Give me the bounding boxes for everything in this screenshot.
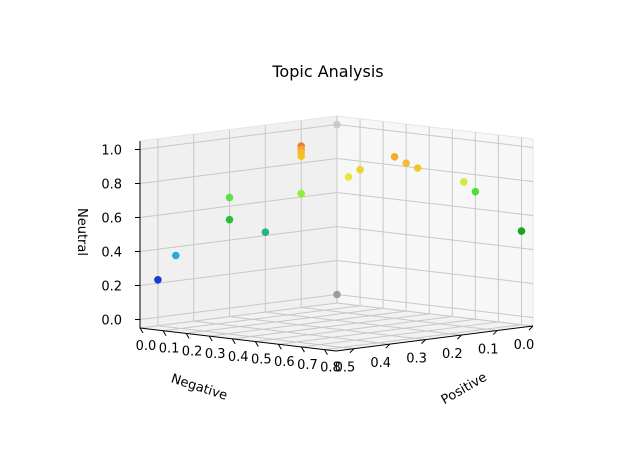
x-axis-line: [139, 327, 337, 352]
grid-line-y-floor: [229, 316, 426, 341]
scatter-point: [413, 164, 422, 172]
y-tick-mark: [492, 330, 498, 335]
y-tick-label: 0.5: [335, 361, 356, 376]
grid-line-z-left: [139, 226, 338, 252]
x-tick-mark: [208, 335, 213, 342]
scatter-point: [356, 165, 364, 174]
y-axis-label: Negative: [169, 372, 229, 404]
scatter-point: [225, 193, 234, 202]
y-tick-label: 0.0: [514, 338, 535, 353]
z-tick-label: 0.6: [101, 212, 122, 227]
scatter-point: [297, 152, 306, 160]
grid-line-y-floor: [265, 311, 462, 336]
scatter-point: [517, 227, 526, 235]
y-tick-label: 0.1: [478, 343, 499, 358]
x-tick-label: 0.4: [228, 350, 249, 365]
grid-line-z-left: [139, 294, 338, 320]
grid-line-x-floor: [232, 313, 430, 340]
y-tick-label: 0.4: [370, 356, 391, 371]
grid-line-x-floor: [278, 318, 476, 345]
grid-line-y-floor: [336, 302, 534, 327]
grid-lines: [139, 116, 534, 351]
x-tick-label: 0.7: [297, 358, 318, 373]
y-tick-mark: [349, 348, 355, 354]
y-tick-mark: [385, 343, 391, 349]
grid-line-x-floor: [162, 305, 361, 332]
scatter-point: [261, 228, 270, 236]
grid-line-y-floor: [301, 307, 498, 332]
x-tick-mark: [162, 330, 167, 336]
scatter-point: [297, 189, 306, 198]
x-tick-mark: [324, 349, 328, 355]
y-tick-mark: [421, 339, 426, 344]
z-tick-label: 0.4: [101, 246, 122, 261]
y-tick-mark: [528, 325, 534, 331]
grid-line-z-right: [336, 124, 534, 148]
back-pane-positive: [336, 115, 534, 327]
grid-line-x-floor: [255, 316, 453, 343]
x-tick-mark: [277, 343, 282, 350]
x-tick-label: 0.5: [251, 353, 272, 368]
axis-panes: [139, 115, 534, 352]
x-tick-label: 0.2: [182, 344, 203, 359]
y-tick-label: 0.3: [406, 352, 427, 367]
grid-line-x-floor: [209, 310, 407, 337]
axis-lines: [139, 141, 534, 352]
grid-line-z-right: [336, 158, 534, 182]
scatter-point: [172, 251, 180, 260]
grid-line-z-right: [336, 294, 534, 318]
grid-line-y-floor: [193, 320, 390, 345]
x-tick-label: 0.8: [320, 361, 341, 376]
scatter-point: [460, 178, 468, 186]
x-tick-mark: [231, 338, 236, 345]
x-tick-mark: [185, 333, 190, 339]
grid-line-x-floor: [324, 324, 522, 351]
grid-line-z-right: [336, 260, 534, 284]
scatter-point: [402, 159, 411, 167]
z-tick-label: 0.0: [101, 314, 122, 329]
scatter-point: [471, 187, 480, 196]
scatter-point: [333, 120, 341, 129]
x-tick-mark: [254, 341, 259, 347]
grid-line-x-floor: [139, 302, 338, 329]
scatter-point: [154, 276, 162, 284]
back-pane-negative: [139, 115, 338, 329]
grid-line-z-left: [139, 192, 338, 218]
grid-line-x-floor: [186, 307, 384, 334]
scatter-point: [225, 215, 234, 224]
x-tick-label: 0.3: [205, 347, 226, 362]
z-tick-label: 0.2: [101, 280, 122, 295]
scatter-point: [390, 153, 399, 161]
scatter-point: [333, 290, 341, 299]
grid-line-x-floor: [301, 321, 499, 348]
y-tick-mark: [457, 334, 462, 340]
z-axis-label: Neutral: [74, 208, 89, 256]
x-tick-label: 0.6: [274, 355, 295, 370]
x-axis-label: Positive: [439, 370, 490, 408]
scatter-point: [344, 173, 353, 181]
x-tick-mark: [300, 346, 305, 353]
grid-line-z-left: [139, 260, 338, 286]
grid-line-y-floor: [157, 325, 354, 350]
data-points: [154, 120, 526, 299]
y-axis-line: [335, 325, 534, 352]
x-tick-label: 0.0: [136, 339, 157, 354]
grid-line-z-right: [336, 226, 534, 250]
x-tick-label: 0.1: [159, 342, 180, 357]
tick-labels: 0.0 0.1 0.2 0.3 0.4 0.5 0.6 0.7 0.80.00.10.20.30…: [101, 144, 534, 376]
grid-line-z-left: [139, 158, 338, 184]
z-tick-label: 1.0: [101, 144, 122, 159]
chart-title: Topic Analysis: [271, 62, 383, 81]
y-tick-label: 0.2: [442, 347, 463, 362]
grid-line-z-left: [139, 124, 338, 150]
grid-line-z-right: [336, 192, 534, 216]
z-tick-label: 0.8: [101, 178, 122, 193]
x-tick-mark: [139, 327, 144, 334]
